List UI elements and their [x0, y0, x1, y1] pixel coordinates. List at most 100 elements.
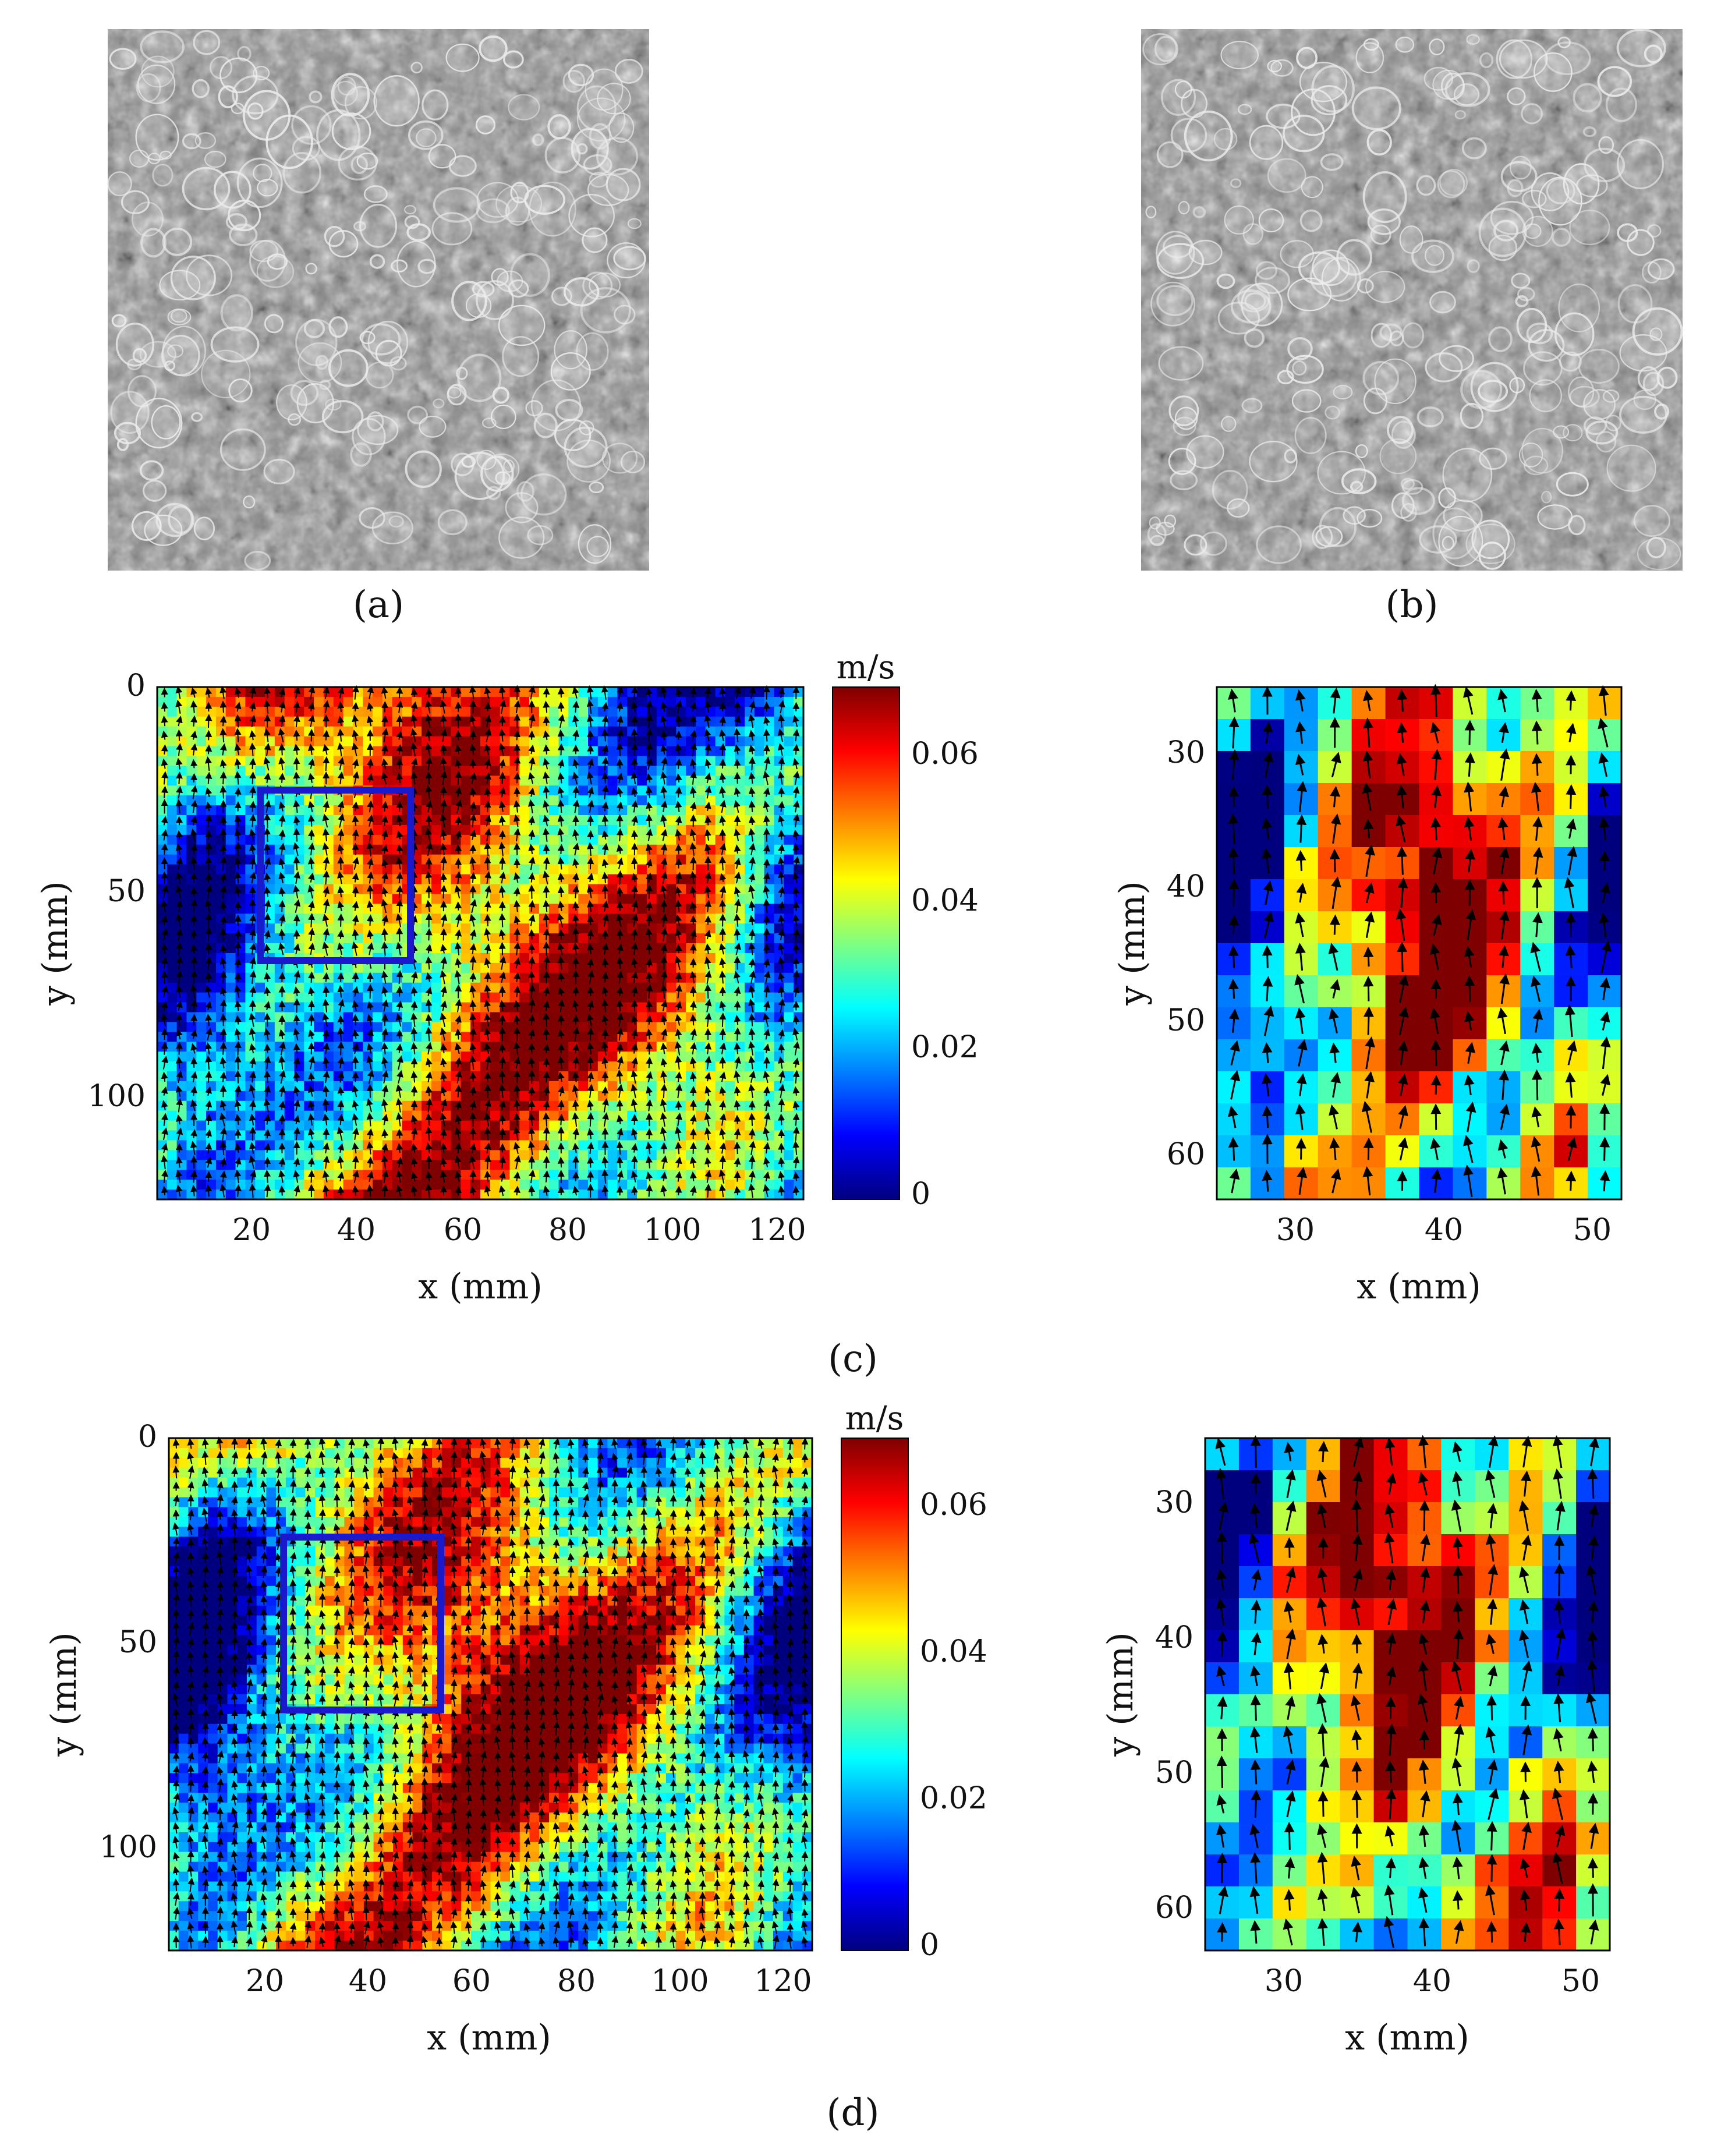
heat-cell [745, 1160, 755, 1170]
heat-cell [607, 953, 618, 964]
heat-cell [402, 1042, 412, 1052]
heat-cell [382, 943, 393, 954]
heat-cell [490, 992, 501, 1003]
heat-cell [588, 874, 599, 885]
heat-cell [588, 1110, 599, 1121]
heat-cell [441, 884, 452, 894]
bubble [1617, 284, 1653, 324]
heat-cell [363, 992, 373, 1003]
heat-cell [284, 1091, 295, 1102]
heat-cell [735, 785, 745, 796]
heat-cell [245, 1110, 256, 1121]
heat-cell [451, 815, 461, 826]
heat-cell [509, 1160, 520, 1170]
heat-cell [509, 943, 520, 954]
heat-cell [196, 1091, 207, 1102]
bubble [1509, 155, 1532, 180]
heat-cell [676, 1110, 686, 1121]
bubble [1442, 536, 1454, 551]
heat-cell [578, 776, 589, 786]
heat-cell [274, 726, 285, 737]
heat-cell [480, 1032, 491, 1042]
velocity-arrow [455, 701, 462, 712]
heat-cell [588, 1189, 599, 1200]
heat-cell [314, 766, 324, 776]
heat-cell [578, 884, 589, 894]
heat-cell [373, 962, 383, 973]
heat-cell [470, 1002, 481, 1013]
heat-cell [157, 864, 168, 875]
heat-cell [735, 923, 745, 934]
heat-cell [215, 746, 226, 757]
heat-cell [617, 864, 628, 875]
heat-cell [196, 1189, 207, 1200]
heat-cell [215, 894, 226, 904]
heat-cell [676, 815, 686, 826]
heat-cell [215, 982, 226, 993]
heat-cell [754, 1189, 765, 1200]
heat-cell [225, 1022, 236, 1032]
heat-cell [235, 785, 246, 796]
heat-cell [715, 1012, 726, 1022]
heat-cell [597, 1120, 608, 1131]
heat-cell [794, 844, 804, 855]
heat-cell [646, 1002, 657, 1013]
heat-cell [186, 854, 197, 865]
heat-cell [754, 736, 765, 747]
heat-cell [402, 716, 412, 727]
velocity-arrow [205, 1013, 213, 1026]
heat-cell [745, 824, 755, 836]
heat-cell [705, 687, 716, 698]
heat-cell [735, 1032, 745, 1042]
heat-cell [735, 766, 745, 776]
bubble [298, 342, 342, 383]
heat-cell [519, 1052, 530, 1062]
heat-cell [715, 962, 726, 973]
heat-cell [696, 1110, 706, 1121]
heat-cell [558, 1160, 569, 1170]
heat-cell [431, 864, 442, 875]
heat-cell [461, 1130, 471, 1141]
heat-cell [725, 1140, 735, 1150]
heat-cell [676, 1071, 686, 1082]
heat-cell [402, 1189, 412, 1200]
heat-cell [784, 706, 794, 717]
heat-cell [167, 884, 178, 894]
heat-cell [745, 1091, 755, 1102]
heat-cell [500, 864, 511, 875]
heat-cell [686, 953, 696, 964]
heat-cell [353, 1032, 363, 1042]
heat-cell [539, 815, 550, 826]
heat-cell [568, 726, 579, 737]
bubble [328, 316, 348, 338]
heat-cell [568, 1071, 579, 1082]
heat-cell [548, 864, 559, 875]
heat-cell [225, 1052, 236, 1062]
heat-cell [451, 933, 461, 944]
heat-cell [725, 696, 735, 707]
heat-cell [558, 1042, 569, 1052]
heat-cell [265, 1170, 275, 1180]
heat-cell [578, 726, 589, 737]
heat-cell [607, 706, 618, 717]
heat-cell [627, 844, 638, 855]
heat-cell [597, 696, 608, 707]
heat-cell [176, 726, 187, 737]
heat-cell [696, 894, 706, 904]
heat-cell [470, 834, 481, 845]
heat-cell [607, 982, 618, 993]
heat-cell [725, 933, 735, 944]
heat-cell [490, 824, 501, 836]
heat-cell [353, 736, 363, 747]
heat-cell [764, 943, 775, 954]
heat-cell [343, 923, 353, 934]
heat-cell [215, 736, 226, 747]
heat-cell [676, 943, 686, 954]
heat-cell [343, 1189, 353, 1200]
heat-cell [666, 805, 677, 816]
heat-cell [176, 1091, 187, 1102]
heat-cell [627, 1061, 638, 1072]
heat-cell [627, 904, 638, 914]
heat-cell [215, 874, 226, 885]
heat-cell [431, 726, 442, 737]
